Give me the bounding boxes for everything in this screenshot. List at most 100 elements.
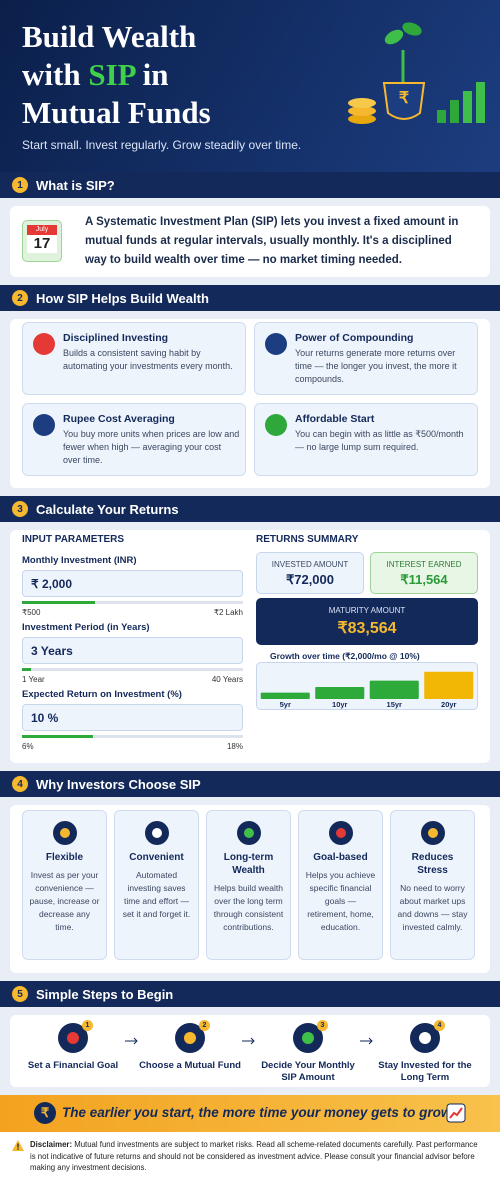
benefit-title: Disciplined Investing <box>63 332 169 344</box>
growth-label: 15yr <box>387 700 403 709</box>
benefit-title: Power of Compounding <box>295 332 414 344</box>
invested-value: ₹72,000 <box>285 572 335 587</box>
reason-icon <box>144 821 169 845</box>
benefit-icon <box>33 414 55 436</box>
growth-bar <box>369 680 419 699</box>
slider-range: 1 Year 40 Years <box>22 675 243 684</box>
benefit-text: You can begin with as little as ₹500/mon… <box>295 429 464 452</box>
slider-track <box>22 601 243 604</box>
reason-icon-glyph <box>151 828 162 838</box>
panel: 1 Set a Financial Goal 2 Choose a Mutual Fu… <box>10 1015 490 1087</box>
calendar-day: 17 <box>27 235 57 253</box>
step-badge: 1 <box>82 1020 93 1031</box>
section-number: 3 <box>12 501 28 517</box>
field-label: Investment Period (in Years) <box>22 622 150 633</box>
reason-title: Long-term Wealth <box>223 852 274 876</box>
arrow-path <box>242 1037 255 1045</box>
reason-icon <box>236 821 261 845</box>
inputs-title: INPUT PARAMETERS <box>22 534 125 545</box>
step-icon-glyph <box>302 1032 314 1044</box>
field-value: ₹ 2,000 <box>22 570 243 597</box>
section-body: INPUT PARAMETERS RETURNS SUMMARY INVESTE… <box>0 522 500 771</box>
reason-title: Reduces Stress <box>411 852 454 876</box>
reason-icon-glyph <box>59 828 70 838</box>
step-arrow <box>124 1037 138 1045</box>
reason-card: Long-term Wealth Helps build wealth over … <box>206 810 291 960</box>
panel: INPUT PARAMETERS RETURNS SUMMARY INVESTE… <box>10 530 490 763</box>
disclaimer-label: Disclaimer: <box>30 1140 73 1149</box>
step-label: Stay Invested for the Long Term <box>378 1060 472 1083</box>
benefit-title: Affordable Start <box>295 413 375 425</box>
section-number: 2 <box>12 290 28 306</box>
growth-title: Growth over time (₹2,000/mo @ 10%) <box>270 651 420 661</box>
warning-icon <box>12 1140 24 1151</box>
benefit-card: Disciplined Investing Builds a consistent… <box>22 322 246 395</box>
title-highlight: SIP <box>88 57 135 92</box>
section-title: Simple Steps to Begin <box>36 986 174 1002</box>
reason-icon <box>420 821 445 845</box>
section-title: What is SIP? <box>36 177 115 193</box>
section-title: Why Investors Choose SIP <box>36 776 201 792</box>
slider-range: ₹500 ₹2 Lakh <box>22 608 243 617</box>
reason-icon-glyph <box>335 828 346 838</box>
invested-box: INVESTED AMOUNT ₹72,000 <box>256 552 364 594</box>
section-header: 4 Why Investors Choose SIP <box>0 771 500 797</box>
benefit-icon <box>265 414 287 436</box>
reason-card: Flexible Invest as per your convenience —… <box>22 810 107 960</box>
banner: ₹ The earlier you start, the more time y… <box>0 1095 500 1132</box>
invested-label: INVESTED AMOUNT <box>271 560 349 569</box>
step-arrow <box>242 1037 255 1045</box>
disclaimer-body: Mutual fund investments are subject to m… <box>30 1140 478 1172</box>
banner-icon: ₹ <box>34 1102 56 1124</box>
section-header: 2 How SIP Helps Build Wealth <box>0 285 500 311</box>
reason-text: Invest as per your convenience — pause, … <box>29 870 100 932</box>
reason-icon <box>52 821 77 845</box>
subtitle: Start small. Invest regularly. Grow stea… <box>22 138 302 152</box>
reason-icon <box>328 821 353 845</box>
input-field: Monthly Investment (INR) ₹ 2,000 ₹500 ₹2 La… <box>22 555 243 617</box>
arrow-path <box>359 1037 373 1045</box>
step-arrow <box>359 1037 373 1045</box>
section-header: 1 What is SIP? <box>0 172 500 198</box>
slider-range: 6% 18% <box>22 742 243 751</box>
calendar-month: July <box>27 225 57 235</box>
panel: Disciplined Investing Builds a consistent… <box>10 319 490 488</box>
panel: Flexible Invest as per your convenience —… <box>10 805 490 973</box>
input-field: Expected Return on Investment (%) 10 % 6% 1… <box>22 689 243 751</box>
step-label: Decide Your Monthly SIP Amount <box>261 1060 355 1083</box>
step-badge: 3 <box>317 1020 328 1031</box>
field-label: Monthly Investment (INR) <box>22 555 137 566</box>
banner-chart-icon <box>446 1103 466 1123</box>
title-line: Mutual Funds <box>22 95 211 130</box>
step-icon: 2 <box>175 1020 210 1053</box>
benefit-text: You buy more units when prices are low a… <box>63 429 240 465</box>
disclaimer-text: Disclaimer: Mutual fund investments are … <box>30 1139 485 1174</box>
reason-icon-glyph <box>243 828 254 838</box>
section-body: July 17 A Systematic Investment Plan (SI… <box>0 198 500 285</box>
disclaimer: Disclaimer: Mutual fund investments are … <box>0 1132 500 1180</box>
panel: July 17 A Systematic Investment Plan (SI… <box>10 206 490 277</box>
banner-text: The earlier you start, the more time you… <box>62 1105 455 1120</box>
slider-track <box>22 735 243 738</box>
step-badge: 4 <box>434 1020 445 1031</box>
sip-definition: A Systematic Investment Plan (SIP) lets … <box>85 216 459 266</box>
step-badge: 2 <box>199 1020 210 1031</box>
reason-text: Automated investing saves time and effor… <box>122 870 191 919</box>
growth-label: 5yr <box>280 700 291 709</box>
section-number: 1 <box>12 177 28 193</box>
field-value: 10 % <box>22 704 243 731</box>
section-header: 5 Simple Steps to Begin <box>0 981 500 1007</box>
section-body: 1 Set a Financial Goal 2 Choose a Mutual Fu… <box>0 1007 500 1095</box>
section-title: How SIP Helps Build Wealth <box>36 290 209 306</box>
growth-bar <box>260 692 310 699</box>
benefit-icon <box>33 333 55 355</box>
benefit-text: Builds a consistent saving habit by auto… <box>63 348 233 371</box>
reason-text: Helps you achieve specific financial goa… <box>305 870 376 932</box>
slider-min: ₹500 <box>22 608 41 617</box>
arrow-path <box>124 1037 138 1045</box>
reason-title: Goal-based <box>313 852 368 863</box>
section-body: Disciplined Investing Builds a consistent… <box>0 311 500 496</box>
benefit-text: Your returns generate more returns over … <box>295 348 457 384</box>
title-part: in <box>142 57 169 92</box>
